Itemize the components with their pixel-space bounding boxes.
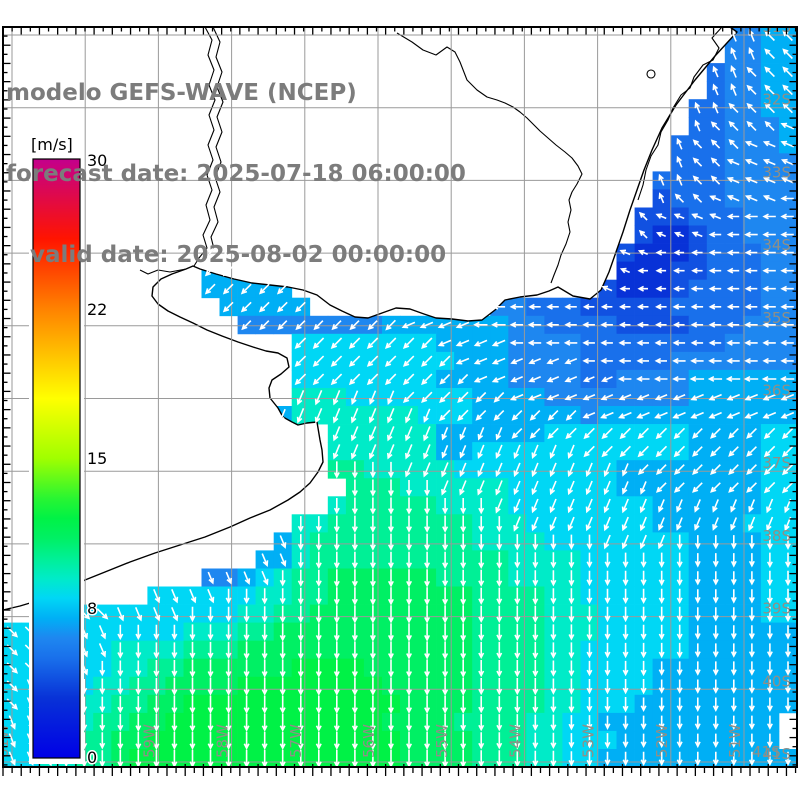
lat-label-36S: 36S xyxy=(762,382,791,400)
colorbar-tick-8: 8 xyxy=(87,599,97,618)
colorbar-tick-labels: 30 22 15 8 0 xyxy=(86,150,109,769)
valid-date-line: valid date: 2025-08-02 00:00:00 xyxy=(6,242,447,268)
lat-label-33S: 33S xyxy=(762,163,791,181)
lat-label-31S: 31S xyxy=(762,18,791,36)
lat-label-37S: 37S xyxy=(762,454,791,472)
lat-label-41S: 41S xyxy=(762,745,791,763)
land-mass xyxy=(3,27,737,610)
lat-label-32S: 32S xyxy=(762,91,791,109)
corner-lat-label: 41S xyxy=(752,743,781,761)
lon-label-59W: 59W xyxy=(140,724,158,758)
lon-label-54W: 54W xyxy=(506,724,524,758)
lon-label-58W: 58W xyxy=(214,724,232,758)
colorbar-legend: [m/s] 30 22 15 8 0 xyxy=(29,135,109,769)
colorbar-unit-label: [m/s] xyxy=(31,135,73,154)
lat-label-35S: 35S xyxy=(762,309,791,327)
lat-label-40S: 40S xyxy=(762,672,791,690)
edge-ticks xyxy=(2,26,797,776)
colorbar-tick-30: 30 xyxy=(87,151,107,170)
lon-label-57W: 57W xyxy=(287,724,305,758)
lon-label-61W: 61W xyxy=(0,724,12,758)
lon-label-56W: 56W xyxy=(360,724,378,758)
colorbar-tick-0: 0 xyxy=(87,748,97,767)
latlon-gridlines xyxy=(3,27,797,767)
lon-label-55W: 55W xyxy=(433,724,451,758)
lon-label-53W: 53W xyxy=(580,724,598,758)
model-title: modelo GEFS-WAVE (NCEP) xyxy=(6,80,357,106)
map-border xyxy=(2,26,798,768)
colorbar-gradient-bar xyxy=(32,158,81,759)
forecast-date-line: forecast date: 2025-07-18 06:00:00 xyxy=(6,161,466,187)
lat-label-39S: 39S xyxy=(762,600,791,618)
lon-label-52W: 52W xyxy=(653,724,671,758)
lat-label-34S: 34S xyxy=(762,236,791,254)
colorbar-tick-15: 15 xyxy=(87,449,107,468)
wind-direction-arrows xyxy=(6,28,795,768)
lon-label-51W: 51W xyxy=(726,724,744,758)
plot-title-block: modelo GEFS-WAVE (NCEP) forecast date: 2… xyxy=(6,26,466,323)
colorbar-tick-22: 22 xyxy=(87,300,107,319)
lat-label-38S: 38S xyxy=(762,527,791,545)
